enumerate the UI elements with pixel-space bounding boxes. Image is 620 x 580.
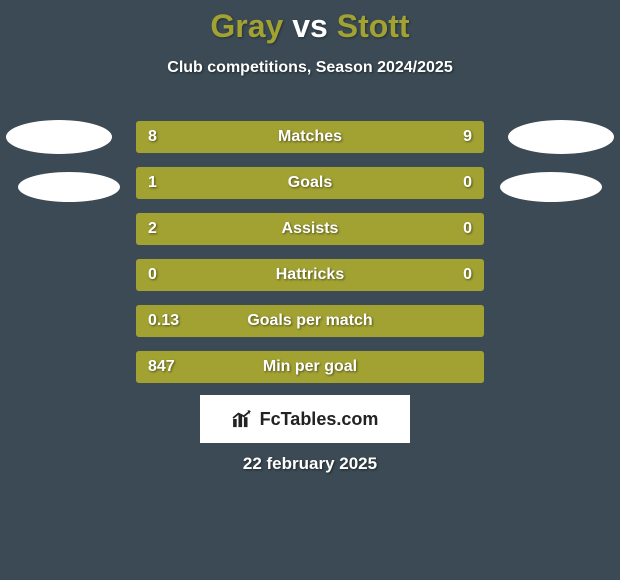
logo-box: FcTables.com bbox=[200, 395, 410, 443]
right-player-avatar bbox=[508, 120, 614, 154]
stat-value-left: 0.13 bbox=[148, 312, 179, 330]
stat-row: 8Matches9 bbox=[135, 120, 485, 154]
stat-value-left: 847 bbox=[148, 358, 175, 376]
player-right-name: Stott bbox=[337, 8, 410, 44]
left-player-avatar bbox=[6, 120, 112, 154]
comparison-page: Gray vs Stott Club competitions, Season … bbox=[0, 0, 620, 580]
stat-row: 0Hattricks0 bbox=[135, 258, 485, 292]
stat-label: Goals bbox=[136, 174, 484, 192]
stat-text-layer: 0.13Goals per match bbox=[136, 305, 484, 337]
stat-value-right: 9 bbox=[463, 128, 472, 146]
logo-text: FcTables.com bbox=[260, 409, 379, 430]
chart-icon bbox=[232, 410, 254, 428]
stat-value-left: 1 bbox=[148, 174, 157, 192]
subtitle: Club competitions, Season 2024/2025 bbox=[0, 59, 620, 77]
footer-date: 22 february 2025 bbox=[0, 454, 620, 474]
vs-separator: vs bbox=[292, 8, 328, 44]
logo: FcTables.com bbox=[232, 409, 379, 430]
stat-label: Assists bbox=[136, 220, 484, 238]
stat-row: 1Goals0 bbox=[135, 166, 485, 200]
stat-value-left: 2 bbox=[148, 220, 157, 238]
stat-value-right: 0 bbox=[463, 220, 472, 238]
stats-bars: 8Matches91Goals02Assists00Hattricks00.13… bbox=[135, 120, 485, 396]
stat-text-layer: 2Assists0 bbox=[136, 213, 484, 245]
stat-label: Min per goal bbox=[136, 358, 484, 376]
left-club-avatar bbox=[18, 172, 120, 202]
stat-row: 0.13Goals per match bbox=[135, 304, 485, 338]
page-title: Gray vs Stott bbox=[0, 0, 620, 45]
stat-label: Hattricks bbox=[136, 266, 484, 284]
stat-value-right: 0 bbox=[463, 174, 472, 192]
player-left-name: Gray bbox=[210, 8, 283, 44]
stat-row: 2Assists0 bbox=[135, 212, 485, 246]
stat-label: Goals per match bbox=[136, 312, 484, 330]
stat-text-layer: 847Min per goal bbox=[136, 351, 484, 383]
stat-row: 847Min per goal bbox=[135, 350, 485, 384]
right-club-avatar bbox=[500, 172, 602, 202]
stat-value-left: 0 bbox=[148, 266, 157, 284]
stat-label: Matches bbox=[136, 128, 484, 146]
stat-text-layer: 8Matches9 bbox=[136, 121, 484, 153]
stat-value-right: 0 bbox=[463, 266, 472, 284]
stat-text-layer: 0Hattricks0 bbox=[136, 259, 484, 291]
stat-value-left: 8 bbox=[148, 128, 157, 146]
stat-text-layer: 1Goals0 bbox=[136, 167, 484, 199]
